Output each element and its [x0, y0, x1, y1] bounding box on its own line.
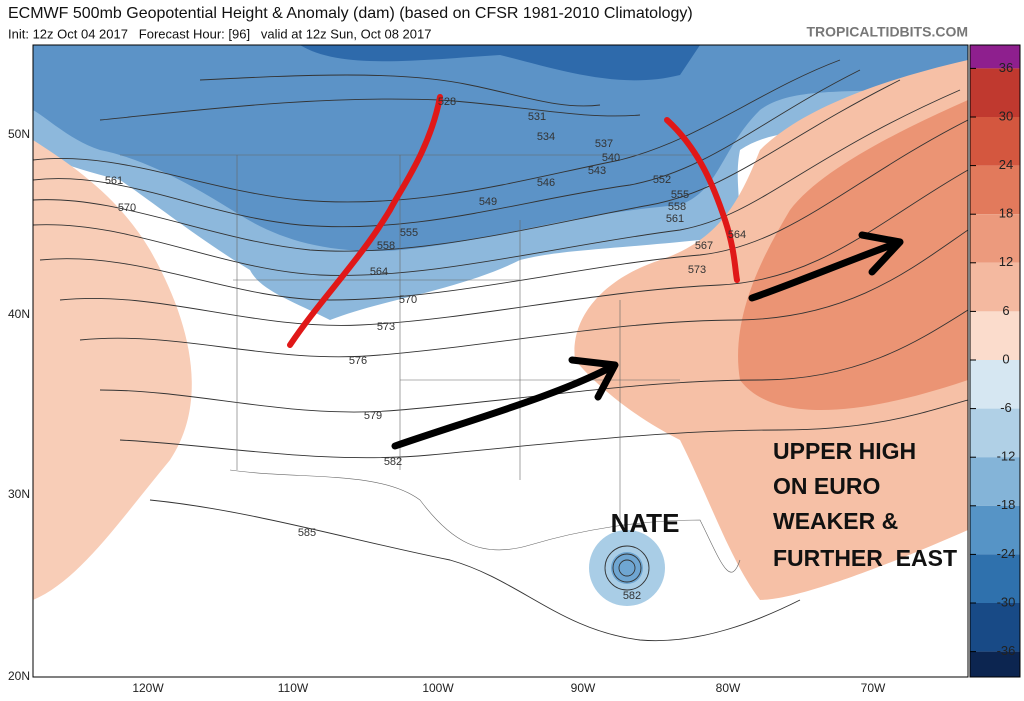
contour-label: 579: [364, 410, 382, 422]
colorbar-label: 36: [999, 60, 1013, 75]
contours: [33, 59, 968, 642]
colorbar-band: [970, 214, 1020, 263]
colorbar-band: [970, 311, 1020, 360]
contour-label: 528: [438, 96, 456, 108]
map-area: [33, 45, 968, 677]
colorbar-band: [970, 360, 1020, 409]
positive-anomaly-west: [33, 140, 192, 600]
colorbar-label: 12: [999, 254, 1013, 269]
colorbar-label: 30: [999, 108, 1013, 123]
lon-label: 110W: [278, 681, 309, 695]
subtitle: Init: 12z Oct 04 2017 Forecast Hour: [96…: [8, 26, 431, 41]
colorbar-band: [970, 262, 1020, 312]
note-line: WEAKER &: [773, 508, 898, 534]
colorbar-band: [970, 165, 1020, 215]
contour-label: 576: [349, 355, 367, 367]
positive-anomaly-strong: [738, 100, 968, 410]
contour-label: 561: [666, 213, 684, 225]
note-line: FURTHER EAST: [773, 545, 957, 571]
contour-label: 549: [479, 196, 497, 208]
colorbar-frame: [969, 44, 1021, 678]
colorbar-band: [970, 505, 1020, 555]
contour-label: 564: [370, 266, 388, 278]
lon-label: 100W: [422, 681, 454, 695]
colorbar-label: 6: [1002, 303, 1009, 318]
lon-label: 90W: [571, 681, 596, 695]
lat-label: 20N: [8, 669, 30, 683]
contour-label: 564: [728, 229, 746, 241]
contour-label: 531: [528, 111, 546, 123]
contour-label: 567: [695, 240, 713, 252]
contour-label: 555: [671, 189, 689, 201]
colorbar-label: -12: [997, 449, 1016, 464]
contour-label: 546: [537, 177, 555, 189]
lat-label: 40N: [8, 307, 30, 321]
colorbar-label: -36: [997, 643, 1016, 658]
contour-label: 537: [595, 138, 613, 150]
lon-label: 70W: [861, 681, 886, 695]
colorbar-over: [970, 45, 1020, 69]
colorbar-band: [970, 408, 1020, 458]
lon-label: 80W: [716, 681, 741, 695]
contour-label: 570: [118, 202, 136, 214]
contour-label: 540: [602, 152, 620, 164]
colorbar-label: -18: [997, 497, 1016, 512]
colorbar-label: 18: [999, 206, 1013, 221]
contour-label: 582: [623, 590, 641, 602]
colorbar-label: 0: [1002, 351, 1009, 366]
trough-axis-east: [664, 117, 740, 283]
trough-axis-west: [287, 94, 443, 348]
contour-label: 558: [668, 201, 686, 213]
map-frame: [32, 44, 969, 678]
colorbar-label: -6: [1000, 400, 1012, 415]
colorbar-band: [970, 68, 1020, 117]
colorbar-label: -30: [997, 594, 1016, 609]
credit: TROPICALTIDBITS.COM: [806, 24, 968, 40]
storm-core: [611, 552, 643, 584]
contour-label: 573: [688, 264, 706, 276]
note-line: UPPER HIGH: [773, 438, 916, 464]
colorbar-under: [970, 651, 1020, 677]
contour-label: 570: [399, 294, 417, 306]
lon-label: 120W: [132, 681, 164, 695]
contour-label: 558: [377, 240, 395, 252]
note-line: ON EURO: [773, 473, 880, 499]
lat-label: 30N: [8, 487, 30, 501]
contour-label: 534: [537, 131, 555, 143]
borders: [120, 154, 741, 573]
colorbar-band: [970, 117, 1020, 166]
storm-label: NATE: [611, 508, 680, 538]
track-arrow-1: [391, 356, 619, 450]
title: ECMWF 500mb Geopotential Height & Anomal…: [8, 5, 693, 22]
colorbar-label: 24: [999, 157, 1013, 172]
colorbar-band: [970, 603, 1020, 652]
contour-label: 552: [653, 174, 671, 186]
contour-label: 585: [298, 527, 316, 539]
contour-label: 561: [105, 175, 123, 187]
track-arrow-2: [748, 231, 904, 302]
contour-label: 555: [400, 227, 418, 239]
colorbar-label: -24: [997, 546, 1016, 561]
negative-anomaly-strong: [33, 45, 968, 251]
contour-label: 582: [384, 456, 402, 468]
contour-label: 543: [588, 165, 606, 177]
lat-label: 50N: [8, 127, 30, 141]
contour-label: 573: [377, 321, 395, 333]
negative-anomaly-core: [300, 45, 700, 81]
colorbar-band: [970, 554, 1020, 603]
colorbar-band: [970, 457, 1020, 506]
